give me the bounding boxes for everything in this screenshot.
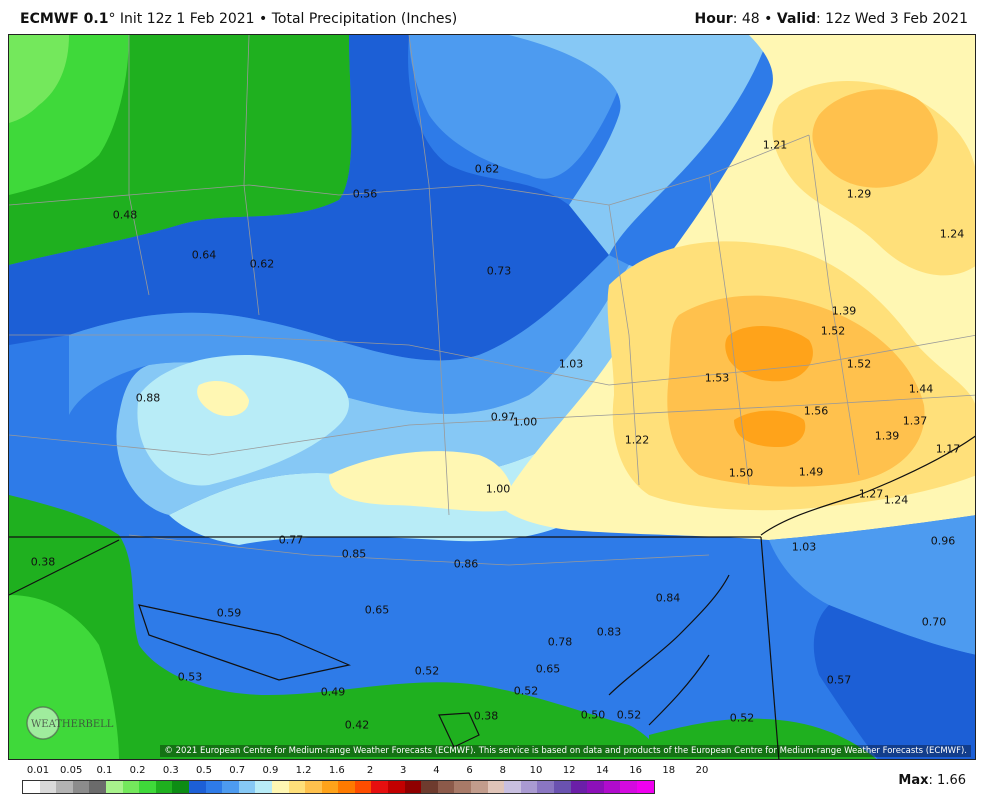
legend-tick-label: 0.1 [96, 765, 113, 776]
precipitation-map: 0.62 0.56 0.48 0.64 0.62 0.73 1.21 1.29 1.24 1.39… [8, 34, 976, 760]
legend-tick-label: 0.5 [196, 765, 212, 776]
legend-swatch [188, 781, 206, 793]
legend-swatch [105, 781, 123, 793]
legend-swatch [23, 781, 40, 793]
dark-blue-band [9, 35, 609, 361]
legend-swatch [205, 781, 223, 793]
legend-swatch [371, 781, 389, 793]
legend-tick-label: 0.01 [26, 765, 50, 776]
green-region-south [9, 495, 668, 759]
legend-swatch [321, 781, 339, 793]
precipitation-field [9, 35, 975, 759]
legend-tick-label: 3 [400, 765, 407, 776]
legend-tick-label: 6 [466, 765, 473, 776]
legend-swatch [122, 781, 140, 793]
legend-tick-label: 12 [562, 765, 576, 776]
legend-swatch [454, 781, 472, 793]
yellow-spot-west [197, 380, 249, 417]
legend-color-bar [22, 780, 655, 794]
blue-region-southeast [769, 515, 975, 655]
legend-swatch [554, 781, 571, 793]
legend-swatch [139, 781, 156, 793]
legend-swatch [636, 781, 654, 793]
model-name: ECMWF 0.1 [20, 11, 109, 27]
max-label: Max [898, 773, 929, 788]
legend-swatch [537, 781, 554, 793]
legend-swatch [487, 781, 505, 793]
legend-swatch [172, 781, 189, 793]
medium-blue-band [69, 255, 629, 415]
legend-tick-label: 20 [695, 765, 709, 776]
legend-tick-label: 16 [629, 765, 642, 776]
legend-swatch [388, 781, 405, 793]
legend-tick-label: 0.9 [262, 765, 279, 776]
degree-symbol: ° [108, 11, 116, 27]
legend-tick-label: 14 [596, 765, 609, 776]
orange-region-ne [812, 89, 938, 188]
dark-blue-southeast [813, 605, 975, 759]
max-number: : 1.66 [928, 773, 966, 788]
legend-tick-labels: 0.01 0.05 0.1 0.2 0.3 0.5 0.7 0.9 1.2 1.6 2 3 4 6 8 10 1… [0, 765, 984, 779]
yellow-lobe-south [329, 451, 513, 512]
legend-swatch [504, 781, 521, 793]
legend-tick-label: 1.6 [328, 765, 345, 776]
legend-swatch [238, 781, 256, 793]
product-name: Total Precipitation (Inches) [271, 11, 458, 27]
legend-swatch [56, 781, 73, 793]
logo-text: WEATHERBELL [31, 719, 114, 730]
dark-orange-core-south [734, 410, 806, 447]
legend-swatch [603, 781, 621, 793]
legend-swatch [72, 781, 90, 793]
legend-tick-label: 1.2 [295, 765, 312, 776]
forecast-time: Hour: 48 • Valid: 12z Wed 3 Feb 2021 [695, 11, 969, 27]
map-header: ECMWF 0.1° Init 12z 1 Feb 2021 • Total P… [0, 0, 984, 34]
legend-swatch [305, 781, 322, 793]
max-value: Max: 1.66 [898, 773, 966, 788]
hour-label: Hour [694, 11, 733, 27]
legend-swatch [620, 781, 637, 793]
hour-value: : 48 [732, 11, 760, 27]
legend-tick-label: 10 [529, 765, 543, 776]
legend-tick-label: 0.05 [60, 765, 83, 776]
map-title: ECMWF 0.1° Init 12z 1 Feb 2021 • Total P… [20, 11, 457, 27]
legend-swatch [520, 781, 538, 793]
time-separator: • [764, 11, 773, 27]
legend-swatch [155, 781, 173, 793]
legend-swatch [271, 781, 289, 793]
county-lines [9, 35, 975, 566]
legend-swatch [288, 781, 306, 793]
legend-swatch [222, 781, 239, 793]
legend-swatch [89, 781, 106, 793]
dark-orange-core-north [725, 325, 813, 382]
legend-swatch [39, 781, 57, 793]
title-separator: • [259, 11, 268, 27]
legend-swatch [570, 781, 588, 793]
legend-swatch [354, 781, 372, 793]
valid-label: Valid [776, 11, 817, 27]
init-time: Init 12z 1 Feb 2021 [119, 11, 255, 27]
light-green-corner [9, 35, 69, 123]
legend-swatch [437, 781, 455, 793]
weatherbell-logo: WEATHERBELL [26, 706, 114, 740]
legend-tick-label: 8 [499, 765, 506, 776]
green-region-southeast [649, 718, 877, 759]
legend-tick-label: 0.7 [229, 765, 246, 776]
medium-blue-north [409, 35, 629, 179]
legend-swatch [421, 781, 438, 793]
valid-value: : 12z Wed 3 Feb 2021 [816, 11, 968, 27]
legend-tick-label: 4 [433, 765, 440, 776]
legend-tick-label: 0.2 [129, 765, 146, 776]
legend-tick-label: 0.3 [162, 765, 179, 776]
legend-tick-label: 18 [662, 765, 676, 776]
legend-swatch [338, 781, 355, 793]
state-borders [9, 435, 975, 759]
legend-swatch [471, 781, 488, 793]
legend-swatch [255, 781, 272, 793]
legend-swatch [404, 781, 422, 793]
legend-swatch [587, 781, 604, 793]
precipitation-legend: 0.01 0.05 0.1 0.2 0.3 0.5 0.7 0.9 1.2 1.6 2 3 4 6 8 10 1… [0, 760, 984, 808]
copyright-notice: © 2021 European Centre for Medium-range … [160, 745, 971, 757]
legend-tick-label: 2 [366, 765, 374, 776]
